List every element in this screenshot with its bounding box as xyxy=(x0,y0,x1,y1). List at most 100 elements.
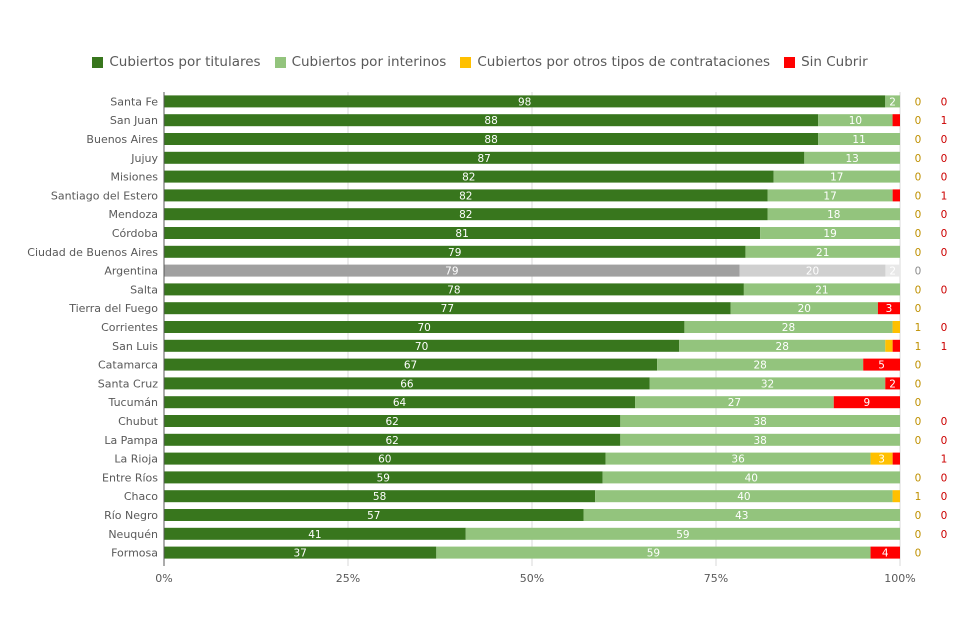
data-label: 82 xyxy=(459,190,472,202)
bar-segment xyxy=(164,95,886,108)
data-label: 0 xyxy=(941,472,948,484)
data-label: 0 xyxy=(941,491,948,503)
data-label: 82 xyxy=(459,209,472,221)
data-label: 88 xyxy=(484,134,497,146)
data-label: 62 xyxy=(385,416,398,428)
category-label: La Pampa xyxy=(104,434,158,447)
category-label: San Luis xyxy=(112,340,158,353)
data-label: 0 xyxy=(941,322,948,334)
data-label: 0 xyxy=(915,284,922,296)
data-label: 58 xyxy=(373,491,386,503)
data-label: 0 xyxy=(915,303,922,315)
data-label: 78 xyxy=(447,284,460,296)
bar-segment xyxy=(885,95,900,108)
data-label: 37 xyxy=(293,548,306,560)
data-label: 81 xyxy=(455,228,468,240)
legend-item-0[interactable]: Cubiertos por titulares xyxy=(92,54,261,70)
bar-segment xyxy=(605,452,871,465)
data-label: 40 xyxy=(745,472,758,484)
legend-item-3[interactable]: Sin Cubrir xyxy=(784,54,868,70)
data-label: 1 xyxy=(941,190,948,202)
category-label: Santa Cruz xyxy=(98,377,158,390)
bar-segment xyxy=(164,114,819,127)
bar-segment xyxy=(679,339,886,352)
data-label: 82 xyxy=(462,172,475,184)
bar-segment xyxy=(620,415,900,427)
data-label: 62 xyxy=(385,435,398,447)
bar-segment xyxy=(164,396,636,409)
data-label: 21 xyxy=(816,247,829,259)
x-tick-label: 100% xyxy=(884,572,915,585)
bar-segment xyxy=(885,377,900,390)
category-label: La Rioja xyxy=(114,453,158,466)
bar-segment xyxy=(164,264,740,277)
bar-segment xyxy=(164,471,603,484)
x-tick-label: 75% xyxy=(704,572,728,585)
bar-segment xyxy=(164,433,621,446)
data-label: 0 xyxy=(915,397,922,409)
legend-swatch xyxy=(92,56,104,68)
bar-segment xyxy=(164,377,650,390)
bar-segment xyxy=(164,151,805,164)
bar-segment xyxy=(164,133,819,145)
data-label: 41 xyxy=(308,529,321,541)
data-label: 57 xyxy=(367,510,380,522)
bar-segment xyxy=(892,114,900,127)
bar-segment xyxy=(833,396,900,409)
bar-segment xyxy=(773,170,900,183)
category-label: Misiones xyxy=(110,171,158,184)
legend-label: Cubiertos por titulares xyxy=(109,54,261,70)
x-tick-label: 25% xyxy=(336,572,360,585)
data-label: 2 xyxy=(889,96,896,108)
data-label: 0 xyxy=(915,472,922,484)
category-label: Córdoba xyxy=(112,227,158,240)
data-label: 1 xyxy=(941,115,948,127)
bar-segment xyxy=(892,452,900,465)
bar-segment xyxy=(760,227,900,239)
bar-segment xyxy=(870,546,900,559)
data-label: 0 xyxy=(915,266,922,278)
data-label: 43 xyxy=(735,510,748,522)
bar-segment xyxy=(164,227,761,239)
category-label: Santiago del Estero xyxy=(51,189,158,202)
data-label: 70 xyxy=(415,341,428,353)
data-label: 28 xyxy=(753,360,766,372)
data-label: 77 xyxy=(441,303,454,315)
x-tick-label: 0% xyxy=(155,572,172,585)
data-label: 2 xyxy=(889,266,896,278)
data-label: 0 xyxy=(941,228,948,240)
data-label: 59 xyxy=(676,529,689,541)
data-label: 9 xyxy=(864,397,871,409)
data-label: 4 xyxy=(882,548,889,560)
bar-segment xyxy=(892,339,900,352)
data-label: 0 xyxy=(941,247,948,259)
data-label: 11 xyxy=(852,134,865,146)
data-label: 67 xyxy=(404,360,417,372)
bar-segment xyxy=(164,358,658,371)
bar-segment xyxy=(635,396,834,409)
data-label: 0 xyxy=(915,247,922,259)
data-label: 0 xyxy=(915,209,922,221)
x-tick-label: 50% xyxy=(520,572,544,585)
data-label: 18 xyxy=(827,209,840,221)
bar-segment xyxy=(767,208,900,221)
bar-segment xyxy=(595,490,893,503)
data-label: 38 xyxy=(753,416,766,428)
data-label: 0 xyxy=(915,153,922,165)
category-label: Chubut xyxy=(118,415,159,428)
data-label: 0 xyxy=(915,172,922,184)
data-label: 28 xyxy=(776,341,789,353)
data-label: 3 xyxy=(878,454,885,466)
legend-item-2[interactable]: Cubiertos por otros tipos de contratacio… xyxy=(460,54,770,70)
legend-swatch xyxy=(784,56,796,68)
bar-segment xyxy=(164,509,584,521)
legend-label: Cubiertos por interinos xyxy=(291,54,447,70)
data-label: 59 xyxy=(647,548,660,560)
data-label: 10 xyxy=(849,115,862,127)
data-label: 0 xyxy=(941,134,948,146)
legend-label: Cubiertos por otros tipos de contratacio… xyxy=(477,54,771,70)
bar-segment xyxy=(892,321,900,333)
data-label: 60 xyxy=(378,454,391,466)
legend-item-1[interactable]: Cubiertos por interinos xyxy=(274,54,447,70)
